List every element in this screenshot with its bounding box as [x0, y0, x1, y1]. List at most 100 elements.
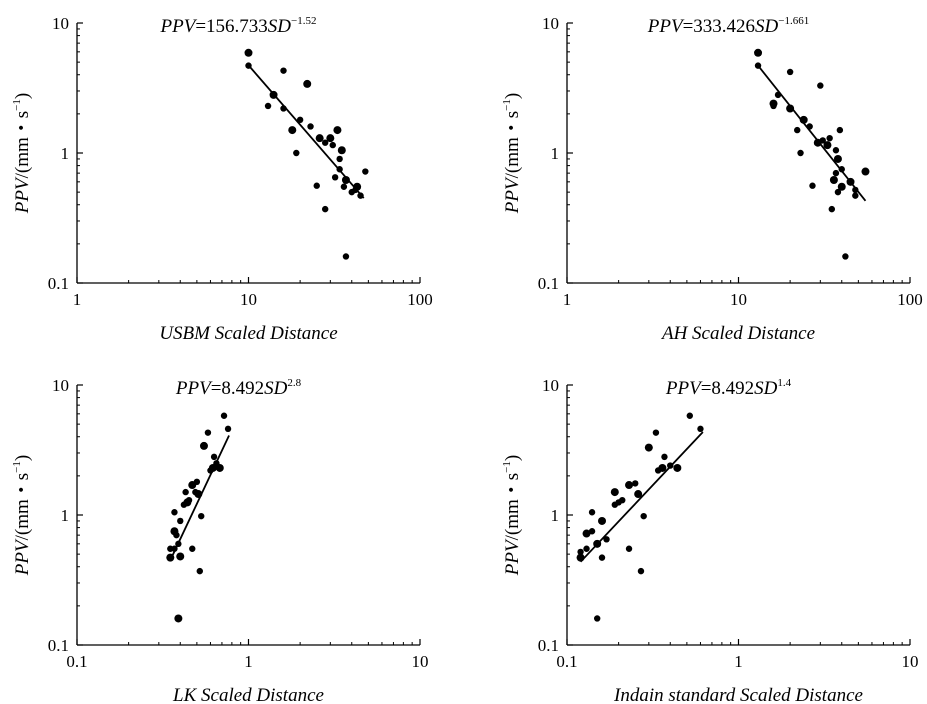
y-axis-title: PPV/(mm・s−1): [501, 455, 523, 576]
equation-coef: =8.492: [211, 378, 264, 399]
equation-exp: 1.4: [777, 377, 791, 389]
y-axis-title: PPV/(mm・s−1): [11, 93, 33, 214]
y-axis-close: ): [12, 455, 33, 461]
data-point: [832, 169, 840, 177]
y-tick-label: 10: [52, 376, 69, 395]
data-point: [269, 90, 278, 99]
equation-coef: =333.426: [683, 16, 755, 37]
data-point: [204, 429, 212, 436]
y-axis-unit: /(mm・s: [12, 111, 33, 179]
data-point: [171, 545, 178, 552]
data-point: [307, 123, 314, 130]
fit-line: [757, 64, 867, 202]
data-point: [658, 463, 667, 472]
data-point: [185, 496, 193, 504]
chart-panel-4: 0.1 1 10 0.1 1 10 Indain standard Scaled Dista…: [501, 376, 919, 704]
data-point: [632, 480, 639, 487]
y-tick-label: 10: [52, 14, 69, 33]
data-point: [577, 548, 584, 556]
data-point: [593, 615, 601, 622]
x-axis-title: LK Scaled Distance: [172, 685, 324, 704]
fit-line: [579, 431, 704, 563]
fit-line: [169, 435, 230, 561]
y-axis-close: ): [502, 455, 523, 461]
data-point: [833, 154, 842, 163]
data-point: [189, 545, 196, 552]
equation-lhs: PPV: [175, 378, 213, 399]
data-point: [333, 126, 342, 135]
equation-lhs: PPV: [160, 16, 198, 37]
y-axis-unit: /(mm・s: [502, 111, 523, 179]
data-point: [817, 82, 824, 89]
data-point: [174, 614, 183, 623]
x-tick-label: 1: [244, 652, 253, 671]
fit-equation: PPV=156.733SD−1.52: [160, 15, 317, 37]
x-tick-label: 1: [734, 652, 743, 671]
data-point: [173, 531, 180, 539]
data-point: [774, 91, 782, 99]
data-point: [357, 192, 364, 199]
data-point: [362, 168, 369, 175]
data-point: [598, 554, 606, 561]
data-point: [582, 529, 591, 538]
data-point: [588, 509, 596, 516]
data-point: [576, 553, 585, 562]
y-axis-var: PPV: [12, 176, 33, 214]
y-axis-unit: /(mm・s: [502, 473, 523, 541]
data-point: [288, 126, 297, 135]
data-point: [619, 496, 626, 504]
fit-equation: PPV=8.492SD2.8: [175, 377, 302, 399]
data-point: [329, 141, 336, 149]
data-point: [280, 105, 287, 112]
y-tick-label: 0.1: [48, 636, 69, 655]
data-point: [625, 481, 634, 490]
equation-var: SD: [268, 16, 292, 37]
data-point: [806, 123, 813, 130]
fit-equation: PPV=8.492SD1.4: [665, 377, 792, 399]
data-point: [166, 553, 175, 562]
data-point: [640, 512, 647, 520]
equation-var: SD: [754, 378, 778, 399]
data-point: [846, 177, 855, 186]
y-axis-unit-exp: −1: [501, 99, 513, 111]
data-point: [313, 182, 320, 189]
data-point: [199, 441, 208, 450]
data-point: [603, 536, 610, 543]
y-axis-unit-exp: −1: [501, 461, 513, 473]
x-tick-label: 10: [730, 290, 747, 309]
y-tick-label: 1: [61, 144, 70, 163]
data-point: [754, 48, 763, 57]
data-point: [331, 174, 339, 181]
data-point: [697, 425, 704, 433]
data-point: [224, 425, 232, 433]
data-point: [245, 62, 252, 69]
data-point: [667, 462, 674, 469]
data-point: [842, 253, 849, 260]
data-point: [321, 205, 329, 213]
data-point: [829, 175, 838, 184]
data-point: [340, 183, 348, 190]
data-point: [786, 68, 794, 76]
data-point: [220, 412, 228, 419]
equation-coef: =8.492: [701, 378, 754, 399]
data-point: [293, 149, 300, 157]
y-tick-label: 0.1: [48, 274, 69, 293]
y-axis-title: PPV/(mm・s−1): [501, 93, 523, 214]
data-point: [794, 126, 801, 134]
data-point: [610, 488, 619, 497]
data-point: [210, 453, 218, 461]
y-axis-unit-exp: −1: [11, 99, 23, 111]
data-point: [819, 137, 826, 144]
data-point: [852, 186, 859, 194]
y-tick-label: 0.1: [538, 274, 559, 293]
data-point: [215, 463, 224, 472]
y-tick-label: 10: [542, 376, 559, 395]
data-point: [280, 67, 287, 74]
x-tick-label: 100: [407, 290, 433, 309]
y-tick-label: 1: [551, 506, 560, 525]
data-point: [625, 545, 633, 552]
data-point: [171, 509, 178, 516]
data-point: [296, 116, 304, 124]
